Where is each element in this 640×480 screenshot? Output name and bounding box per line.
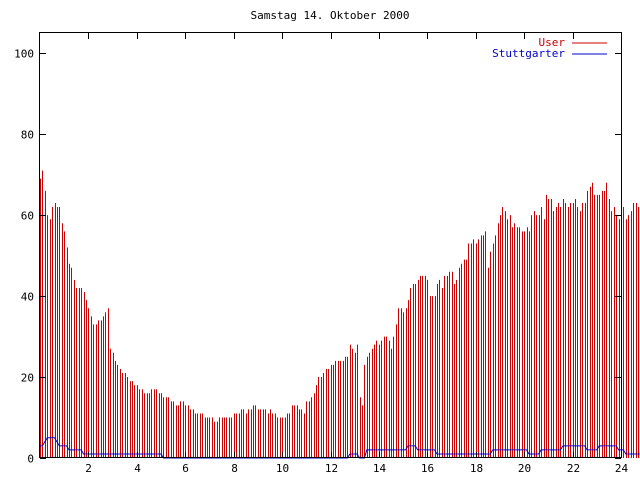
x-tick-label: 8 [231,462,238,475]
x-tick-label: 10 [276,462,289,475]
x-tick-label: 22 [567,462,580,475]
plot-frame [39,32,622,458]
x-tick-label: 12 [325,462,338,475]
x-tick-label: 20 [518,462,531,475]
legend-label-stuttgarter: Stuttgarter [492,47,565,60]
x-tick-label: 18 [470,462,483,475]
y-tick-label: 60 [21,210,34,223]
x-tick-label: 16 [421,462,434,475]
legend-label-user: User [539,36,566,49]
x-tick-label: 4 [134,462,141,475]
x-tick-label: 2 [85,462,92,475]
x-tick-label: 24 [615,462,629,475]
y-tick-label: 20 [21,372,34,385]
y-tick-label: 80 [21,129,34,142]
y-tick-label: 40 [21,291,34,304]
x-tick-label: 14 [373,462,387,475]
legend: User Stuttgarter [492,36,607,60]
chart-title: Samstag 14. Oktober 2000 [251,9,410,22]
y-tick-label: 100 [14,48,34,61]
user-bars [40,170,639,458]
y-tick-label: 0 [27,453,34,466]
x-tick-label: 6 [182,462,189,475]
